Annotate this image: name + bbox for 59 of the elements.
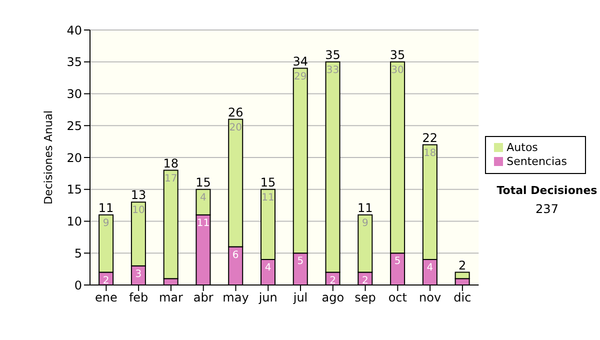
total-label: 15 <box>196 175 211 190</box>
data-label: 9 <box>362 218 368 229</box>
y-axis-title: Decisiones Anual <box>42 110 55 205</box>
total-label: 22 <box>422 130 438 145</box>
y-tick-label: 5 <box>74 246 82 260</box>
total-label: 11 <box>98 200 114 215</box>
legend-label: Sentencias <box>506 155 567 168</box>
total-label: 2 <box>458 258 466 272</box>
x-tick-label: sep <box>354 290 376 305</box>
text: 237 <box>534 202 560 216</box>
data-label: 30 <box>391 64 404 76</box>
y-tick-label: 10 <box>66 214 82 229</box>
x-tick-label: jul <box>292 290 308 305</box>
data-label: 4 <box>426 262 434 274</box>
x-tick-label: jun <box>258 290 278 305</box>
data-label: 4 <box>200 192 206 204</box>
x-tick-label: abr <box>193 290 214 305</box>
data-label: 33 <box>326 64 340 76</box>
y-tick-label: 40 <box>66 23 82 38</box>
data-label: 5 <box>394 256 401 268</box>
data-label: 20 <box>229 122 242 134</box>
data-label: 4 <box>264 262 272 274</box>
y-tick-label: 20 <box>66 150 82 165</box>
total-label: 26 <box>228 105 244 120</box>
total-label: 35 <box>325 48 340 62</box>
data-label: 9 <box>102 218 110 229</box>
x-tick-label: mar <box>158 290 184 305</box>
y-tick-label: 35 <box>66 55 82 70</box>
x-tick-label: dic <box>454 290 472 305</box>
x-tick-label: ago <box>322 290 344 305</box>
data-label: 3 <box>135 268 142 280</box>
total-label: 35 <box>390 48 406 62</box>
y-tick-label: 15 <box>66 182 82 197</box>
total-label: 11 <box>358 200 373 215</box>
data-label: 17 <box>164 173 178 184</box>
y-tick-label: 0 <box>74 278 82 292</box>
data-label: 11 <box>262 192 274 204</box>
x-tick-label: ene <box>95 290 118 305</box>
y-tick-label: 25 <box>66 118 82 133</box>
x-tick-label: oct <box>388 290 408 305</box>
data-label: 11 <box>196 218 210 229</box>
data-label: 5 <box>297 256 304 268</box>
x-tick-label: nov <box>419 290 442 305</box>
x-tick-label: may <box>222 290 249 305</box>
data-label: 6 <box>232 250 239 261</box>
data-label: 29 <box>294 71 307 82</box>
total-label: 15 <box>260 175 276 190</box>
y-tick-label: 30 <box>66 87 82 102</box>
text: Total Decisiones <box>496 184 598 197</box>
data-label: 10 <box>132 205 145 216</box>
data-label: 18 <box>424 148 436 159</box>
data-label: 2 <box>330 275 336 286</box>
total-label: 34 <box>292 54 308 68</box>
data-label: 2 <box>362 275 368 286</box>
data-label: 2 <box>102 275 110 286</box>
x-tick-label: feb <box>128 290 148 305</box>
legend-label: Autos <box>506 141 538 154</box>
total-label: 18 <box>163 156 178 170</box>
total-label: 13 <box>130 188 146 202</box>
